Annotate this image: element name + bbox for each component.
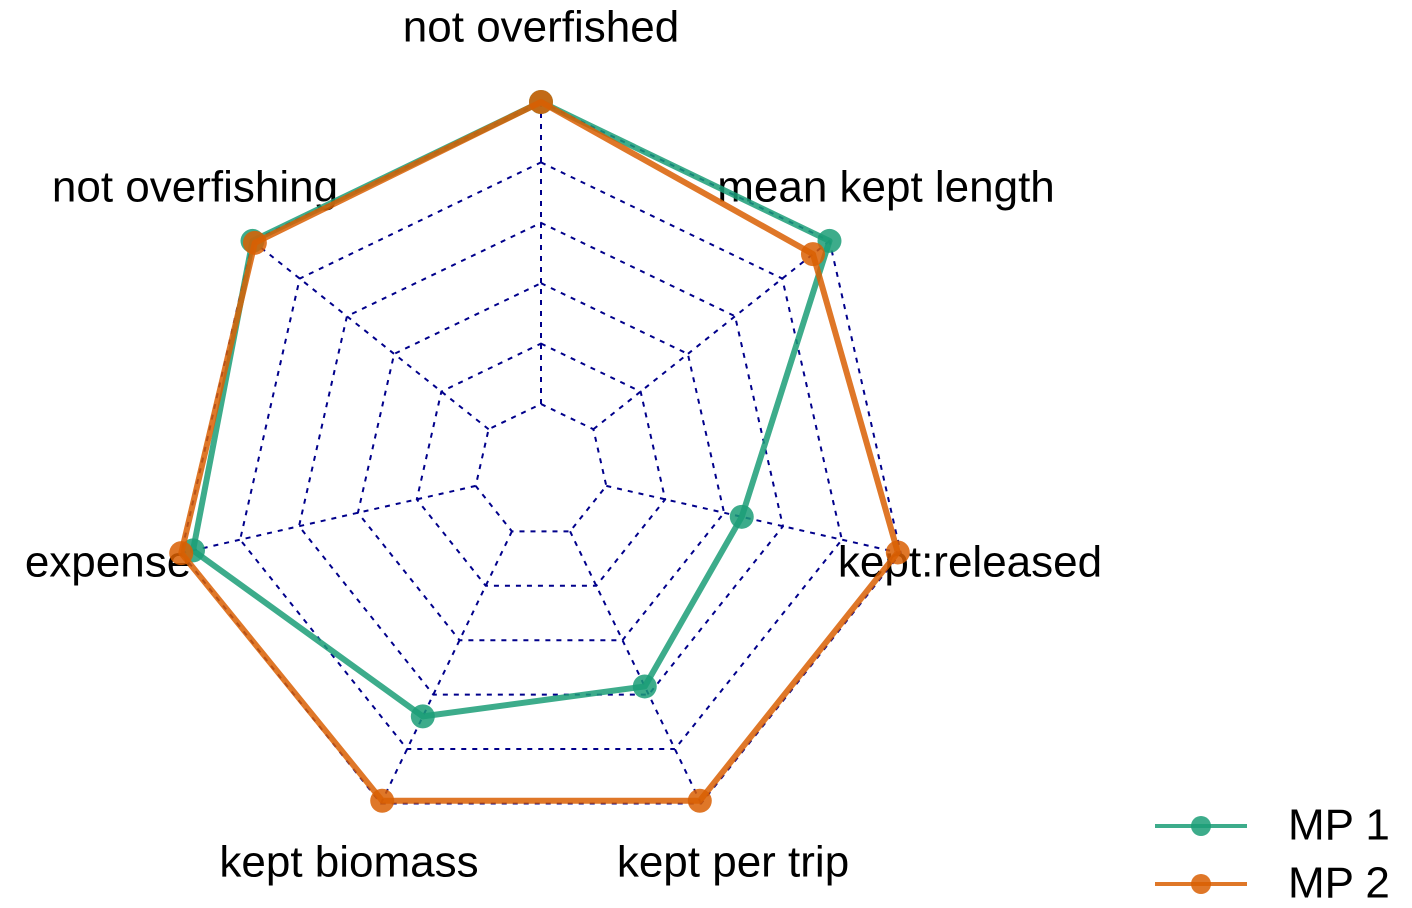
axis-label: kept per trip — [617, 838, 849, 887]
data-point — [529, 90, 553, 114]
data-point — [632, 674, 657, 699]
data-point — [242, 230, 267, 255]
legend-label: MP 1 — [1288, 801, 1390, 850]
axis-label: not overfished — [403, 3, 679, 52]
legend-label: MP 2 — [1288, 859, 1390, 908]
axis-label: not overfishing — [52, 163, 338, 212]
data-point — [410, 704, 435, 729]
grid-spoke — [251, 240, 490, 431]
grid-spoke — [592, 240, 831, 431]
series-line — [178, 99, 901, 804]
grid-ring — [474, 402, 608, 533]
data-point — [885, 540, 910, 565]
axis-label: kept biomass — [219, 838, 478, 887]
legend-marker — [1191, 816, 1211, 836]
data-point — [729, 504, 754, 529]
data-point — [800, 242, 825, 267]
data-point — [687, 788, 712, 813]
grid-ring — [239, 161, 843, 751]
grid-spoke — [181, 484, 476, 555]
axis-label: kept:released — [838, 538, 1102, 587]
legend-marker — [1191, 874, 1211, 894]
axis-label: expense — [25, 538, 191, 587]
axis-label: mean kept length — [717, 163, 1055, 212]
data-point — [370, 788, 395, 813]
grid-spoke — [569, 530, 703, 804]
grid-ring — [297, 221, 785, 696]
grid-spoke — [379, 530, 513, 804]
grid-ring — [356, 282, 726, 642]
data-point — [817, 228, 842, 253]
grid-ring — [415, 342, 667, 587]
data-point — [169, 541, 194, 566]
